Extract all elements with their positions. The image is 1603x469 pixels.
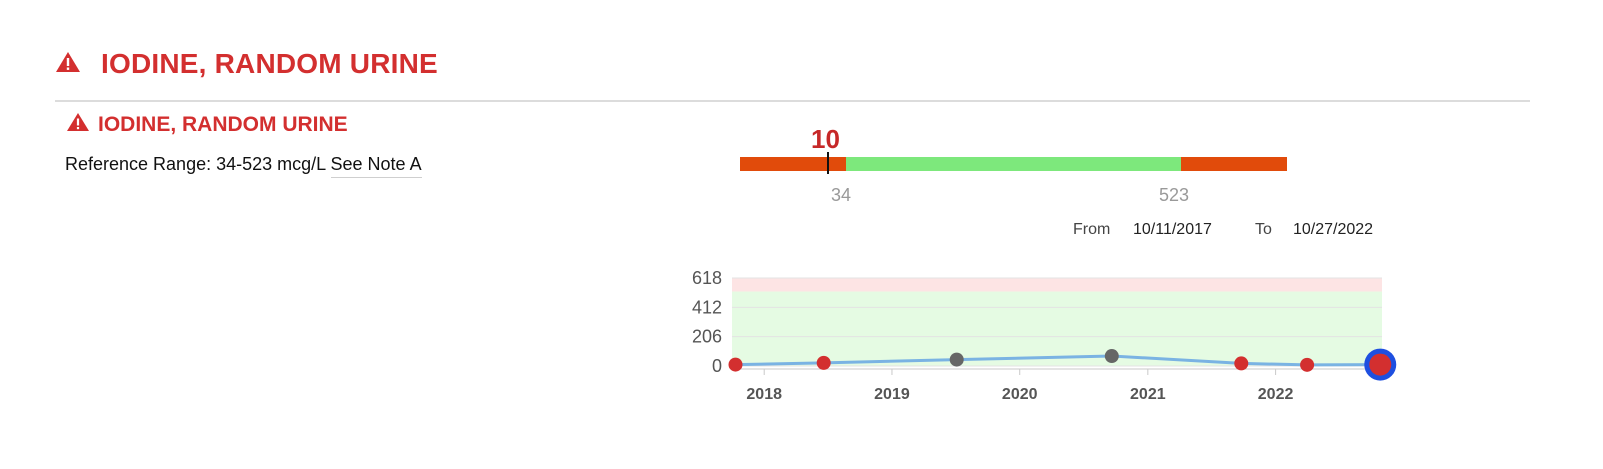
reference-range-bar: [740, 152, 1287, 174]
page-header: IODINE, RANDOM URINE: [55, 48, 438, 80]
normal-band: [732, 291, 1382, 366]
warning-icon: [66, 112, 90, 137]
page-title: IODINE, RANDOM URINE: [101, 48, 438, 79]
range-low-segment: [740, 157, 846, 171]
x-tick-label: 2022: [1258, 386, 1294, 403]
x-tick-label: 2018: [746, 386, 782, 403]
data-point: [1234, 356, 1249, 371]
test-title: IODINE, RANDOM URINE: [98, 112, 348, 136]
high-band: [732, 278, 1382, 292]
result-value: 10: [811, 124, 840, 154]
divider: [55, 100, 1530, 102]
result-marker: [827, 152, 829, 174]
trend-chart: 618 412 206 0 2018 2019 2020 2021 2022: [692, 268, 1397, 403]
data-point: [728, 357, 743, 372]
y-tick-label: 412: [692, 297, 722, 317]
range-high-segment: [1181, 157, 1287, 171]
y-tick-label: 618: [692, 268, 722, 288]
data-point: [949, 352, 964, 367]
data-point: [816, 355, 831, 370]
see-note-link[interactable]: See Note A: [330, 154, 422, 178]
from-date[interactable]: 10/11/2017: [1133, 221, 1212, 238]
test-header: IODINE, RANDOM URINE: [66, 112, 348, 137]
x-tick-label: 2019: [874, 386, 910, 403]
to-date[interactable]: 10/27/2022: [1293, 221, 1374, 238]
from-label: From: [1073, 221, 1111, 238]
y-tick-label: 0: [712, 356, 722, 376]
y-tick-label: 206: [692, 327, 722, 347]
warning-icon: [55, 51, 81, 78]
data-point: [1104, 349, 1119, 364]
x-tick-label: 2020: [1002, 386, 1038, 403]
x-tick-label: 2021: [1130, 386, 1166, 403]
latest-data-point: [1369, 353, 1392, 376]
data-point: [1300, 357, 1315, 372]
to-label: To: [1255, 221, 1272, 238]
reference-range-text: Reference Range: 34-523 mcg/L: [65, 154, 326, 174]
range-normal-segment: [846, 157, 1181, 171]
range-high-label: 523: [1159, 185, 1190, 205]
reference-range-line: Reference Range: 34-523 mcg/L See Note A: [65, 154, 422, 178]
range-low-label: 34: [831, 185, 852, 205]
